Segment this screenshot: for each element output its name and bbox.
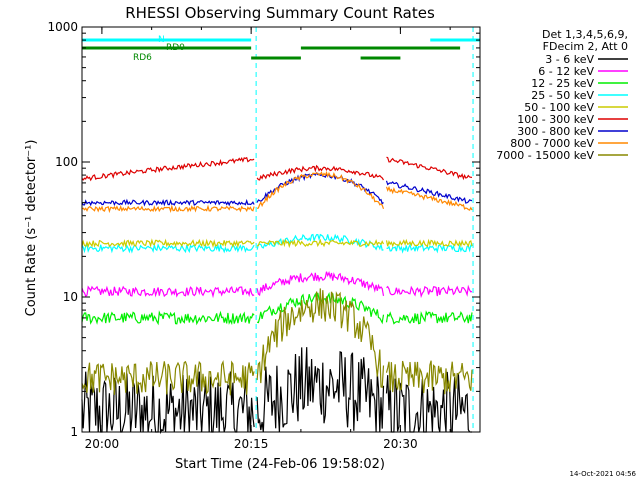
chart-title: RHESSI Observing Summary Count Rates bbox=[125, 4, 435, 22]
series-line-6 bbox=[81, 156, 473, 182]
x-axis-label: Start Time (24-Feb-06 19:58:02) bbox=[175, 457, 385, 472]
legend-label: 100 - 300 keV bbox=[517, 113, 594, 126]
series-line-2 bbox=[81, 270, 473, 299]
flag-label: RD6 bbox=[133, 53, 152, 63]
axes: 20:00 20:15 20:30 1 10 100 1000 bbox=[47, 20, 481, 451]
legend-label: 50 - 100 keV bbox=[524, 101, 594, 114]
flag-label: RD0 bbox=[166, 43, 185, 53]
y-axis-label: Count Rate (s⁻¹ detector⁻¹) bbox=[24, 140, 39, 317]
y-tick-label: 1 bbox=[70, 425, 78, 439]
x-tick-label: 20:15 bbox=[234, 437, 269, 451]
y-tick-label: 10 bbox=[63, 290, 78, 304]
plot-frame bbox=[81, 26, 481, 433]
legend-label: 800 - 7000 keV bbox=[510, 137, 594, 150]
y-tick-label: 1000 bbox=[47, 20, 78, 34]
series-line-4 bbox=[81, 233, 473, 254]
series-line-1 bbox=[81, 347, 472, 435]
legend-header: FDecim 2, Att 0 bbox=[543, 40, 628, 53]
series-line-9 bbox=[81, 288, 473, 396]
series-line-7 bbox=[81, 171, 473, 207]
legend: Det 1,3,4,5,6,9,FDecim 2, Att 03 - 6 keV… bbox=[496, 28, 628, 162]
y-tick-label: 100 bbox=[55, 155, 78, 169]
legend-label: 6 - 12 keV bbox=[538, 65, 594, 78]
legend-label: 25 - 50 keV bbox=[531, 89, 594, 102]
legend-header: Det 1,3,4,5,6,9, bbox=[542, 28, 628, 41]
legend-label: 12 - 25 keV bbox=[531, 77, 594, 90]
series-line-5 bbox=[81, 238, 473, 249]
series-line-8 bbox=[81, 170, 473, 214]
legend-label: 300 - 800 keV bbox=[517, 125, 594, 138]
x-tick-label: 20:00 bbox=[85, 437, 120, 451]
x-tick-label: 20:30 bbox=[383, 437, 418, 451]
legend-label: 7000 - 15000 keV bbox=[496, 149, 594, 162]
timestamp: 14-Oct-2021 04:56 bbox=[570, 470, 637, 478]
legend-label: 3 - 6 keV bbox=[545, 53, 594, 66]
flag-label: N bbox=[158, 35, 165, 45]
